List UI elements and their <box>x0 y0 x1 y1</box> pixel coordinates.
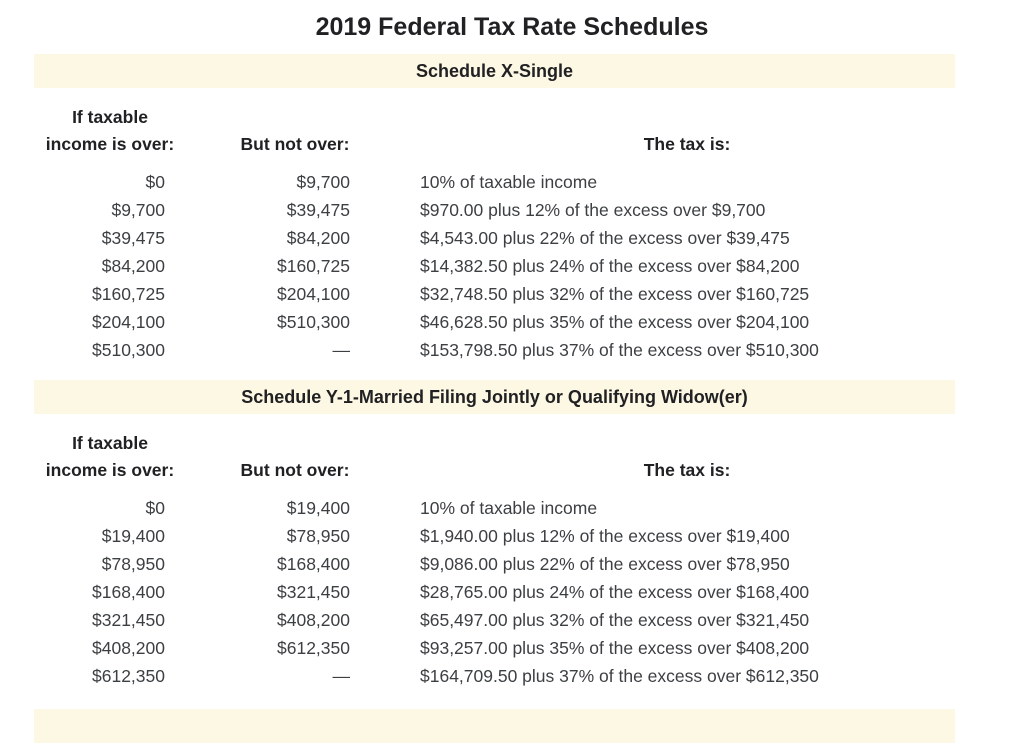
schedule-y1-band: Schedule Y-1-Married Filing Jointly or Q… <box>34 380 955 414</box>
table-row: $19,400 $78,950 $1,940.00 plus 12% of th… <box>30 522 954 550</box>
table-row: $78,950 $168,400 $9,086.00 plus 22% of t… <box>30 550 954 578</box>
schedule-x-section: Schedule X-Single If taxable income is o… <box>0 54 1024 364</box>
cell-not-over: $78,950 <box>286 526 350 546</box>
cell-tax: $153,798.50 plus 37% of the excess over … <box>420 340 819 360</box>
cell-income-over: $78,950 <box>101 554 165 574</box>
table-header-row: If taxable income is over: But not over:… <box>30 430 954 484</box>
cell-not-over: $321,450 <box>277 582 350 602</box>
cell-not-over: $9,700 <box>296 172 350 192</box>
cell-tax: 10% of taxable income <box>420 498 598 518</box>
schedule-band-title: Schedule Y-1-Married Filing Jointly or Q… <box>241 386 748 407</box>
cell-not-over: $39,475 <box>286 200 350 220</box>
page-title: 2019 Federal Tax Rate Schedules <box>315 13 709 41</box>
table-row: $84,200 $160,725 $14,382.50 plus 24% of … <box>30 252 954 280</box>
cell-not-over: $168,400 <box>277 554 350 574</box>
column-header-not-over: But not over: <box>240 460 350 480</box>
table-row: $321,450 $408,200 $65,497.00 plus 32% of… <box>30 606 954 634</box>
column-header-income-over-line1: If taxable <box>72 433 148 453</box>
cell-income-over: $168,400 <box>92 582 165 602</box>
tax-table: If taxable income is over: But not over:… <box>30 430 954 690</box>
table-row: $39,475 $84,200 $4,543.00 plus 22% of th… <box>30 224 954 252</box>
table-body: $0 $19,400 10% of taxable income $19,400… <box>30 494 954 690</box>
table-row: $160,725 $204,100 $32,748.50 plus 32% of… <box>30 280 954 308</box>
column-header-tax: The tax is: <box>643 134 731 154</box>
cell-income-over: $612,350 <box>92 666 165 686</box>
table-row: $0 $9,700 10% of taxable income <box>30 168 954 196</box>
cell-not-over: $510,300 <box>277 312 350 332</box>
cell-income-over: $321,450 <box>92 610 165 630</box>
cell-tax: $164,709.50 plus 37% of the excess over … <box>420 666 819 686</box>
column-header-income-over-line1: If taxable <box>72 107 148 127</box>
table-row: $612,350 — $164,709.50 plus 37% of the e… <box>30 662 954 690</box>
table-row: $204,100 $510,300 $46,628.50 plus 35% of… <box>30 308 954 336</box>
column-header-income-over: If taxable income is over: <box>30 104 190 158</box>
cell-tax: $46,628.50 plus 35% of the excess over $… <box>420 312 810 332</box>
table-row: $0 $19,400 10% of taxable income <box>30 494 954 522</box>
cell-not-over: — <box>332 666 351 686</box>
cell-not-over: $408,200 <box>277 610 350 630</box>
cell-not-over: $204,100 <box>277 284 350 304</box>
cell-income-over: $510,300 <box>92 340 165 360</box>
cell-not-over: $19,400 <box>286 498 350 518</box>
column-header-income-over: If taxable income is over: <box>30 430 190 484</box>
cell-income-over: $39,475 <box>101 228 165 248</box>
table-row: $168,400 $321,450 $28,765.00 plus 24% of… <box>30 578 954 606</box>
schedule-band-title: Schedule X-Single <box>415 60 574 81</box>
cell-not-over: $612,350 <box>277 638 350 658</box>
cell-income-over: $84,200 <box>101 256 165 276</box>
cell-tax: $1,940.00 plus 12% of the excess over $1… <box>420 526 790 546</box>
cell-income-over: $9,700 <box>111 200 165 220</box>
column-header-income-over-line2: income is over: <box>45 134 175 154</box>
column-header-tax: The tax is: <box>643 460 731 480</box>
schedule-x-band: Schedule X-Single <box>34 54 955 88</box>
cell-tax: $14,382.50 plus 24% of the excess over $… <box>420 256 800 276</box>
cell-income-over: $160,725 <box>92 284 165 304</box>
cell-tax: $28,765.00 plus 24% of the excess over $… <box>420 582 810 602</box>
cell-tax: $32,748.50 plus 32% of the excess over $… <box>420 284 810 304</box>
table-row: $510,300 — $153,798.50 plus 37% of the e… <box>30 336 954 364</box>
cell-income-over: $0 <box>145 172 165 192</box>
column-header-not-over: But not over: <box>240 134 350 154</box>
cell-not-over: — <box>332 340 351 360</box>
cell-tax: $65,497.00 plus 32% of the excess over $… <box>420 610 810 630</box>
cell-income-over: $408,200 <box>92 638 165 658</box>
cell-not-over: $84,200 <box>286 228 350 248</box>
cell-not-over: $160,725 <box>277 256 350 276</box>
table-body: $0 $9,700 10% of taxable income $9,700 $… <box>30 168 954 364</box>
schedule-y1-section: Schedule Y-1-Married Filing Jointly or Q… <box>0 380 1024 690</box>
cell-income-over: $0 <box>145 498 165 518</box>
cell-income-over: $19,400 <box>101 526 165 546</box>
column-header-income-over-line2: income is over: <box>45 460 175 480</box>
table-header-row: If taxable income is over: But not over:… <box>30 104 954 158</box>
table-row: $9,700 $39,475 $970.00 plus 12% of the e… <box>30 196 954 224</box>
bottom-partial-band <box>34 709 955 743</box>
cell-tax: $970.00 plus 12% of the excess over $9,7… <box>420 200 766 220</box>
cell-tax: $4,543.00 plus 22% of the excess over $3… <box>420 228 790 248</box>
tax-table: If taxable income is over: But not over:… <box>30 104 954 364</box>
cell-tax: 10% of taxable income <box>420 172 598 192</box>
cell-tax: $9,086.00 plus 22% of the excess over $7… <box>420 554 790 574</box>
cell-tax: $93,257.00 plus 35% of the excess over $… <box>420 638 810 658</box>
cell-income-over: $204,100 <box>92 312 165 332</box>
table-row: $408,200 $612,350 $93,257.00 plus 35% of… <box>30 634 954 662</box>
